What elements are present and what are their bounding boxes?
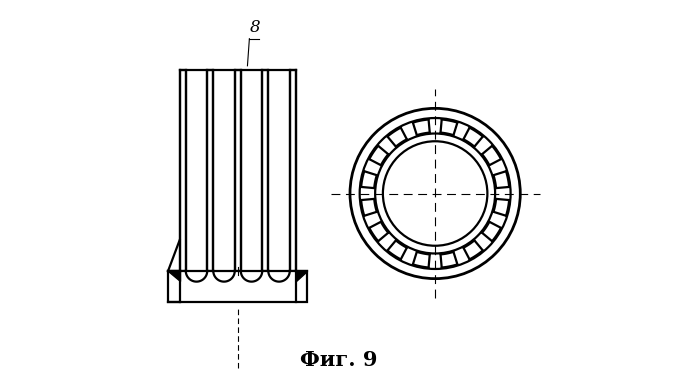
Bar <box>234 70 241 271</box>
Polygon shape <box>168 271 180 302</box>
Polygon shape <box>168 271 180 281</box>
Bar <box>180 70 186 271</box>
Bar <box>207 70 214 271</box>
Bar <box>234 70 241 271</box>
Bar <box>168 271 307 302</box>
Bar <box>290 70 296 271</box>
Bar <box>180 70 186 271</box>
Bar <box>262 70 268 271</box>
Bar <box>168 271 307 302</box>
Text: 8: 8 <box>250 19 260 36</box>
Polygon shape <box>296 271 307 281</box>
Text: Фиг. 9: Фиг. 9 <box>300 350 377 370</box>
Bar <box>290 70 296 271</box>
Bar <box>207 70 214 271</box>
Bar <box>262 70 268 271</box>
